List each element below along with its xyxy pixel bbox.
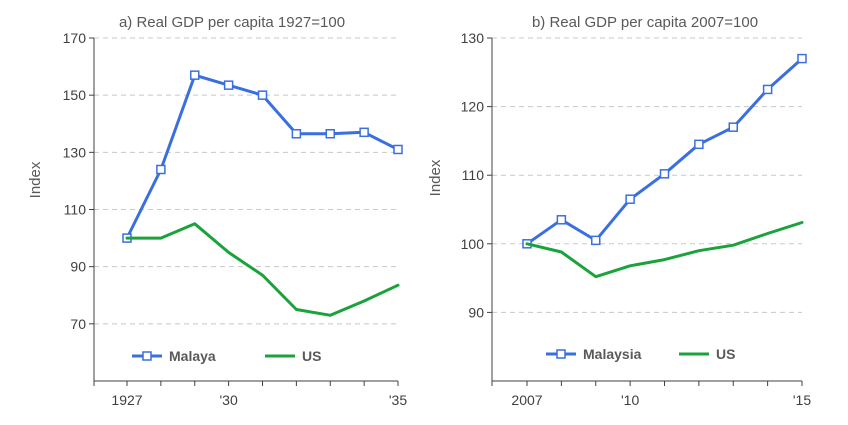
axes	[89, 37, 399, 386]
legend-marker	[142, 351, 152, 361]
y-axis-label: Index	[27, 161, 44, 198]
x-tick-label: '35	[389, 392, 407, 408]
series-line-malaysia	[525, 57, 804, 246]
legend-label: Malaya	[169, 348, 216, 364]
data-point-marker	[325, 129, 335, 139]
data-point-marker	[625, 194, 635, 204]
legend-label: US	[716, 346, 735, 362]
y-tick-label: 170	[63, 30, 87, 46]
x-tick-label: 1927	[111, 392, 142, 408]
data-point-marker	[556, 215, 567, 225]
x-tick-labels: 1927 '30 '35	[111, 392, 407, 408]
legend-marker	[556, 349, 566, 359]
axes	[487, 37, 803, 386]
series-lines	[522, 53, 807, 279]
data-point-marker	[359, 127, 369, 138]
x-tick-label: 2007	[511, 392, 542, 408]
x-tick-label: '10	[621, 392, 639, 408]
y-tick-label: 110	[462, 167, 485, 183]
gridlines	[492, 37, 802, 313]
data-point-marker	[190, 70, 200, 80]
legend-label: US	[302, 348, 321, 364]
chart-panel-b: b) Real GDP per capita 2007=100 Index 90…	[427, 14, 811, 408]
y-tick-label: 150	[63, 87, 87, 103]
y-tick-label: 130	[63, 144, 87, 160]
legend-label: Malaysia	[583, 346, 642, 362]
series-line-us	[125, 222, 400, 317]
y-tick-label: 110	[64, 202, 87, 218]
x-tick-label: '30	[220, 392, 238, 408]
series-lines	[122, 70, 403, 317]
data-point-marker	[591, 235, 601, 246]
data-point-marker	[694, 139, 704, 150]
chart-title: b) Real GDP per capita 2007=100	[532, 14, 758, 31]
gridlines	[94, 37, 398, 325]
chart-panel-a: a) Real GDP per capita 1927=100 Index 70…	[27, 14, 407, 408]
y-tick-label: 130	[461, 30, 485, 46]
legend: Malaysia US	[546, 346, 735, 362]
y-axis-label: Index	[427, 159, 444, 196]
y-tick-label: 70	[70, 316, 86, 332]
data-point-marker	[762, 84, 773, 95]
y-tick-label: 90	[70, 259, 86, 275]
y-tick-label: 100	[461, 236, 485, 252]
data-point-marker	[156, 164, 166, 175]
y-tick-labels: 90 100 110 120 130	[461, 30, 485, 320]
x-tick-label: '15	[793, 392, 811, 408]
y-tick-labels: 70 90 110 130 150 170	[63, 30, 87, 332]
x-tick-labels: 2007 '10 '15	[511, 392, 811, 408]
data-point-marker	[291, 129, 302, 139]
data-point-marker	[393, 144, 403, 155]
data-point-marker	[728, 122, 738, 132]
series-line-us	[525, 221, 804, 279]
chart-title: a) Real GDP per capita 1927=100	[119, 14, 345, 31]
data-point-marker	[257, 90, 268, 100]
legend: Malaya US	[132, 348, 321, 364]
data-point-marker	[797, 53, 807, 64]
data-point-marker	[223, 80, 234, 90]
y-tick-label: 90	[468, 304, 484, 320]
y-tick-label: 120	[461, 99, 485, 115]
data-point-marker	[659, 169, 670, 179]
